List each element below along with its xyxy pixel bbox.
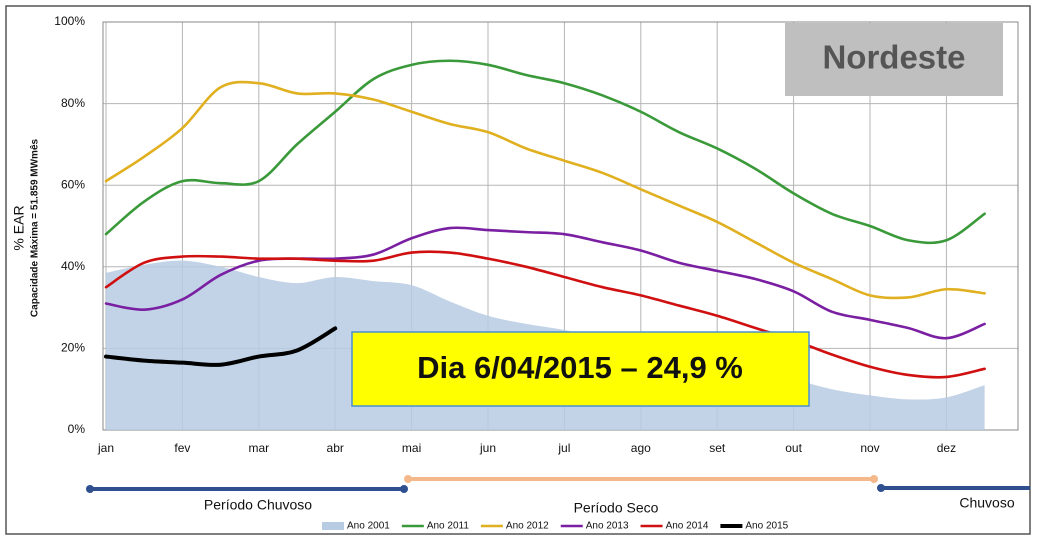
x-tick-label: out	[785, 441, 802, 455]
y-axis-subtitle: Capacidade Máxima = 51.859 MWmês	[30, 138, 41, 317]
period-dot	[877, 484, 885, 492]
legend-swatch	[322, 522, 344, 530]
period-dot	[86, 485, 94, 493]
x-tick-label: ago	[631, 441, 651, 455]
y-tick-label: 40%	[61, 259, 85, 273]
annotation-box	[351, 331, 810, 407]
y-axis-title: % EAR	[11, 205, 27, 250]
chart-title: Nordeste	[822, 39, 965, 76]
line	[104, 59, 986, 245]
title-box	[785, 23, 1003, 96]
period-dot	[870, 475, 878, 483]
y-tick-label: 20%	[61, 341, 85, 355]
annotation: Dia 6/04/2015 – 24,9 %	[417, 350, 743, 385]
x-tick-label: dez	[937, 441, 956, 455]
line	[104, 326, 338, 367]
y-tick-label: 0%	[68, 422, 86, 436]
legend-label: Ano 2015	[745, 521, 788, 532]
y-tick-label: 80%	[61, 96, 85, 110]
y-tick-label: 100%	[54, 14, 85, 28]
x-tick-label: set	[709, 441, 726, 455]
x-tick-label: mar	[248, 441, 269, 455]
period-dot	[404, 475, 412, 483]
x-tick-label: jun	[479, 441, 496, 455]
y-tick-label: 60%	[61, 177, 85, 191]
legend-label: Ano 2012	[506, 521, 549, 532]
x-tick-label: abr	[327, 441, 344, 455]
legend-label: Ano 2013	[586, 521, 629, 532]
period-label: Período Chuvoso	[204, 497, 312, 513]
period-label: Chuvoso	[959, 495, 1014, 511]
period-label: Período Seco	[574, 500, 659, 516]
x-tick-label: jul	[557, 441, 570, 455]
line	[104, 250, 986, 379]
line	[104, 80, 986, 300]
legend-label: Ano 2011	[427, 521, 470, 532]
legend-label: Ano 2001	[347, 521, 390, 532]
x-tick-label: jan	[97, 441, 114, 455]
x-tick-label: fev	[174, 441, 190, 455]
line	[104, 226, 986, 340]
overlay: Nordeste Dia 6/04/2015 – 24,9 % % EAR Ca…	[11, 23, 1030, 532]
legend-label: Ano 2014	[666, 521, 709, 532]
x-tick-label: mai	[402, 441, 421, 455]
x-tick-label: nov	[860, 441, 879, 455]
period-dot	[400, 485, 408, 493]
